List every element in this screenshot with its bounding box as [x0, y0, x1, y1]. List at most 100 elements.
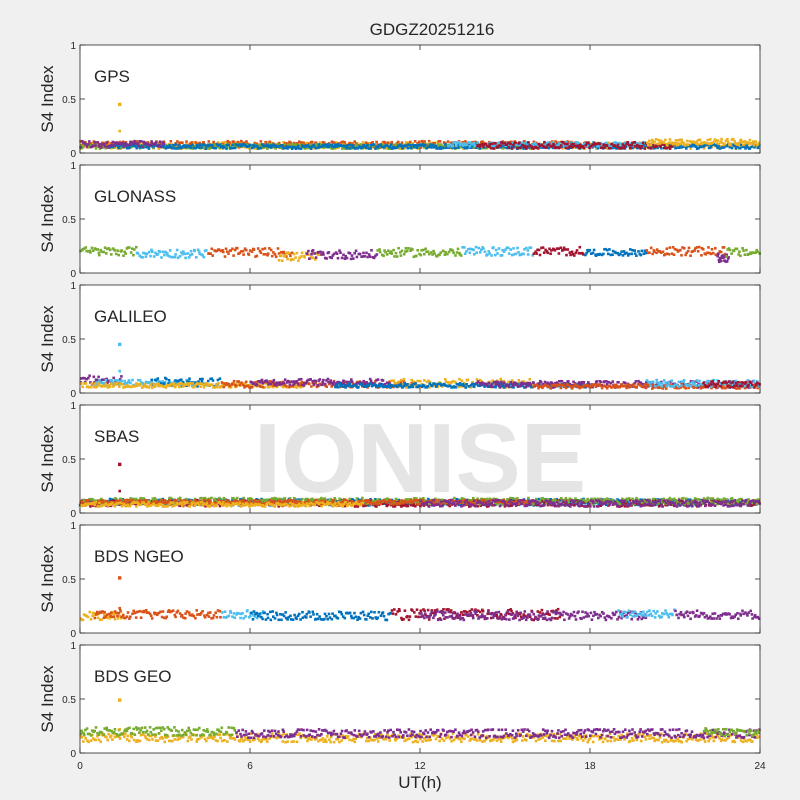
data-point — [507, 252, 511, 255]
data-point — [702, 147, 706, 150]
data-point — [361, 141, 365, 144]
data-point — [179, 141, 183, 144]
data-point — [232, 146, 235, 150]
data-point — [501, 144, 504, 148]
data-point — [274, 147, 278, 150]
data-point — [176, 379, 180, 383]
data-point — [324, 143, 327, 147]
data-point — [154, 251, 157, 255]
data-point — [351, 144, 355, 147]
data-point — [330, 143, 334, 146]
data-point — [145, 385, 149, 388]
data-point — [292, 141, 296, 145]
data-point — [653, 250, 656, 254]
data-point — [247, 146, 251, 150]
data-point — [400, 144, 403, 148]
data-point — [116, 141, 120, 145]
data-point — [469, 141, 472, 145]
data-point — [340, 384, 344, 387]
data-point — [588, 146, 591, 150]
data-point — [685, 383, 689, 387]
data-point — [266, 253, 269, 257]
data-point — [744, 383, 748, 387]
data-point — [358, 252, 362, 256]
data-point — [540, 143, 544, 147]
data-point — [465, 250, 468, 253]
data-point — [504, 248, 507, 251]
data-point — [308, 382, 311, 386]
data-point — [598, 146, 601, 149]
data-point — [582, 383, 586, 387]
data-point — [598, 252, 602, 256]
data-point — [612, 383, 616, 387]
data-point — [744, 380, 748, 384]
data-point — [273, 383, 277, 386]
data-point — [299, 385, 302, 389]
data-point — [194, 141, 198, 144]
y-tick-label: 1 — [70, 41, 76, 52]
data-point — [79, 144, 83, 147]
data-point — [407, 386, 411, 389]
data-point — [735, 247, 739, 251]
data-point — [650, 147, 653, 150]
data-point — [738, 384, 742, 387]
data-point — [741, 247, 744, 250]
data-point — [388, 146, 392, 149]
data-point — [393, 255, 396, 258]
data-point — [170, 384, 173, 387]
data-point — [672, 143, 675, 146]
data-point — [694, 145, 698, 148]
data-point — [635, 386, 638, 389]
data-point — [569, 500, 573, 504]
data-point — [595, 380, 598, 383]
data-point — [557, 144, 560, 147]
data-point — [349, 257, 353, 261]
data-point — [252, 248, 256, 251]
data-point — [486, 253, 489, 256]
data-point — [566, 142, 569, 146]
data-point — [402, 384, 406, 388]
data-point — [595, 147, 598, 150]
data-point — [554, 146, 557, 150]
data-point — [676, 142, 679, 145]
data-point — [619, 252, 622, 256]
data-point — [752, 379, 756, 383]
data-point — [416, 379, 419, 383]
data-point — [729, 381, 732, 384]
data-point — [516, 146, 519, 150]
data-point — [305, 379, 309, 383]
data-point — [658, 381, 662, 385]
data-point — [161, 380, 164, 383]
data-point — [707, 142, 711, 146]
data-point — [455, 251, 459, 254]
data-point — [564, 146, 567, 150]
data-point — [546, 251, 550, 255]
data-point — [635, 254, 638, 257]
data-point — [656, 144, 659, 148]
data-point — [353, 383, 357, 387]
data-point — [261, 381, 265, 385]
data-point — [287, 380, 291, 383]
data-point — [629, 248, 632, 251]
data-point — [607, 141, 610, 145]
data-point — [88, 140, 91, 143]
data-point — [284, 384, 288, 388]
data-point — [150, 382, 153, 386]
data-point — [467, 385, 471, 388]
data-point — [186, 382, 189, 385]
data-point — [314, 143, 318, 146]
data-point — [677, 385, 680, 388]
data-point — [218, 143, 222, 146]
scatter-points — [79, 342, 761, 390]
data-point — [388, 382, 391, 385]
data-point — [168, 255, 171, 258]
data-point — [408, 140, 412, 144]
data-point — [605, 380, 608, 383]
data-point — [663, 146, 666, 150]
data-point — [738, 250, 741, 253]
data-point — [310, 140, 314, 144]
data-point — [128, 246, 131, 249]
data-point — [288, 145, 292, 149]
data-point — [555, 247, 559, 250]
data-point — [189, 253, 192, 257]
